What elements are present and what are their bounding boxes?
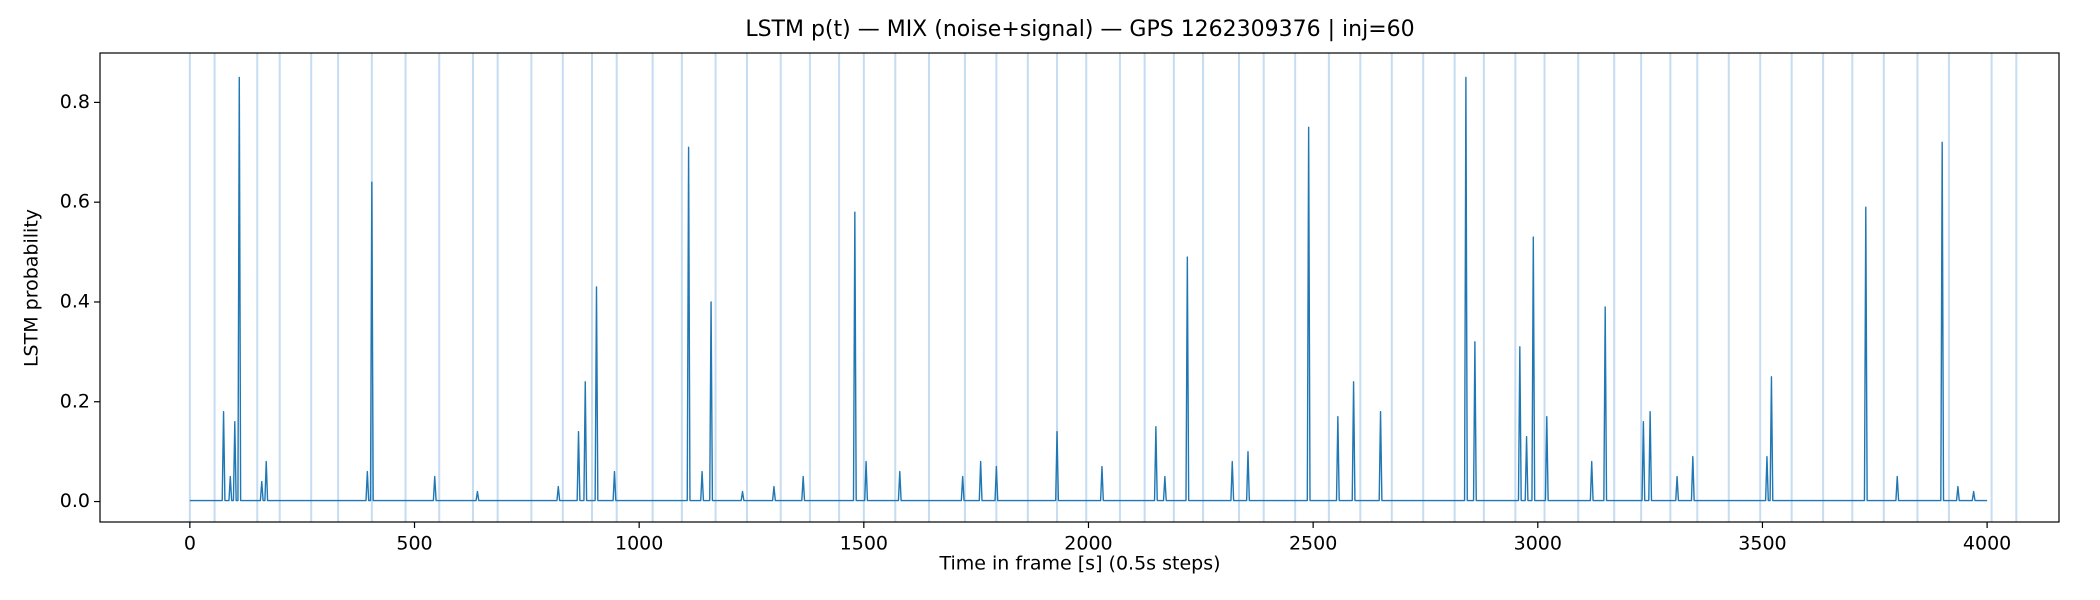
x-tick-label: 0 [184, 533, 196, 555]
x-tick-label: 3000 [1514, 533, 1562, 555]
y-tick-label: 0.6 [60, 191, 90, 213]
chart-title: LSTM p(t) — MIX (noise+signal) — GPS 126… [745, 17, 1414, 42]
x-tick-label: 2500 [1289, 533, 1337, 555]
x-tick-label: 1500 [840, 533, 888, 555]
x-tick-label: 2000 [1064, 533, 1112, 555]
y-tick-label: 0.4 [60, 290, 90, 312]
y-tick-label: 0.2 [60, 390, 90, 412]
y-tick-label: 0.8 [60, 91, 90, 113]
x-tick-label: 3500 [1738, 533, 1786, 555]
series-line [189, 76, 1988, 502]
y-tick-label: 0.0 [60, 490, 90, 512]
x-tick-label: 4000 [1963, 533, 2011, 555]
x-tick-label: 500 [396, 533, 432, 555]
x-axis-label: Time in frame [s] (0.5s steps) [938, 553, 1220, 575]
x-tick-label: 1000 [615, 533, 663, 555]
plot-frame [99, 52, 2060, 523]
y-axis-label: LSTM probability [21, 209, 43, 367]
